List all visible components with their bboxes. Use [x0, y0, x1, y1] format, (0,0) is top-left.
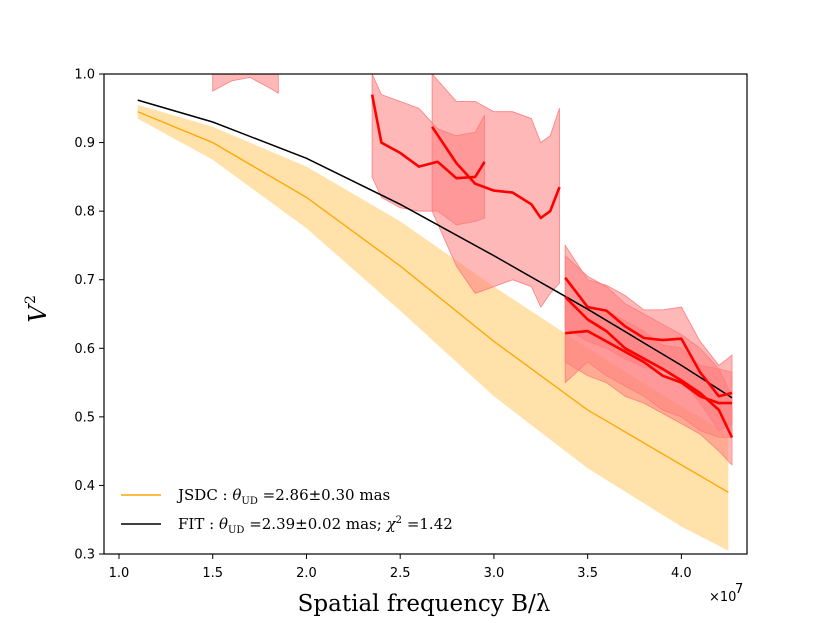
x-tick-label: 1.0: [109, 566, 130, 581]
x-tick-label: 4.0: [671, 566, 692, 581]
lines-layer: [137, 94, 734, 493]
jsdc-band: [137, 104, 729, 551]
x-axis-ticks: 1.0 1.5 2.0 2.5 3.0 3.5 4.0: [109, 554, 692, 581]
y-tick-label: 1.0: [74, 68, 95, 83]
set-6-line: [565, 329, 732, 405]
x-tick-label: 3.0: [484, 566, 505, 581]
legend-fit-label: FIT : θUD =2.39±0.02 mas; χ2 =1.42: [178, 515, 453, 536]
set-1-band: [212, 74, 279, 94]
y-tick-label: 0.3: [74, 548, 95, 563]
x-tick-label: 3.5: [577, 566, 598, 581]
y-tick-label: 0.9: [74, 136, 95, 151]
svg-text:V: V: [24, 303, 52, 323]
jsdc-line: [137, 111, 729, 493]
y-tick-label: 0.5: [74, 410, 95, 425]
y-axis-ticks: 0.3 0.4 0.5 0.6 0.7 0.8 0.9 1.0: [74, 68, 104, 563]
svg-text:×10: ×10: [709, 590, 736, 605]
svg-text:2: 2: [23, 295, 39, 304]
y-axis-title: V 2: [23, 295, 52, 323]
x-axis-title: Spatial frequency B/λ: [298, 591, 551, 617]
set-5-line: [564, 295, 734, 438]
set-3-line: [431, 126, 561, 220]
plot-frame: [103, 73, 748, 555]
x-tick-label: 2.0: [296, 566, 317, 581]
set-4-line: [564, 276, 733, 398]
legend: JSDC : θUD =2.86±0.30 mas FIT : θUD =2.3…: [121, 486, 453, 536]
svg-text:7: 7: [735, 582, 743, 597]
x-tick-label: 1.5: [202, 566, 223, 581]
set-2-line: [370, 94, 486, 180]
y-tick-label: 0.6: [74, 342, 95, 357]
x-tick-label: 2.5: [390, 566, 411, 581]
y-tick-label: 0.4: [74, 479, 95, 494]
y-tick-label: 0.8: [74, 205, 95, 220]
legend-jsdc-label: JSDC : θUD =2.86±0.30 mas: [176, 486, 390, 507]
fit-line: [137, 99, 733, 399]
y-tick-label: 0.7: [74, 273, 95, 288]
x-axis-multiplier: ×10 7: [709, 582, 743, 605]
